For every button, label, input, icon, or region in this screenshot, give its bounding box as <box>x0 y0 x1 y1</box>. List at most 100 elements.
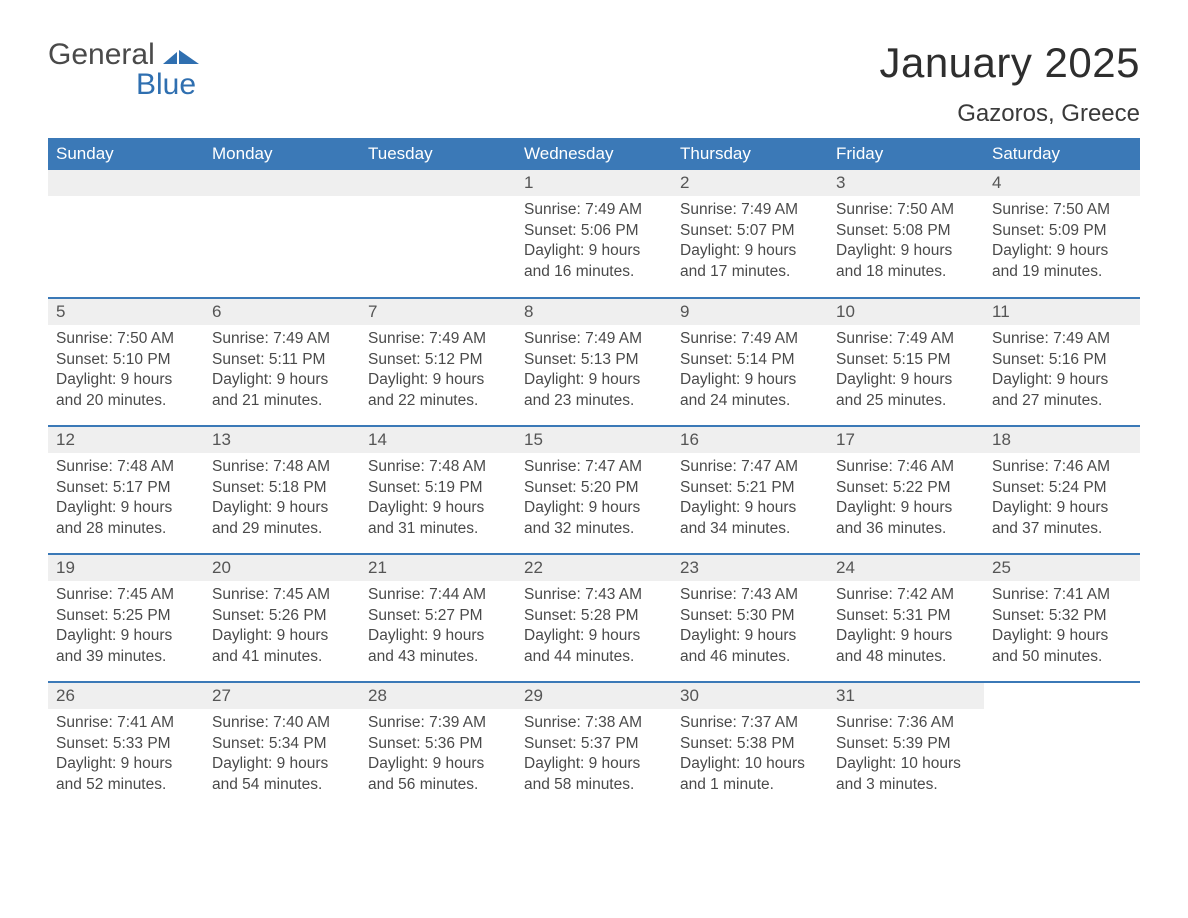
day-number: 12 <box>48 427 204 453</box>
calendar-day-cell: 25Sunrise: 7:41 AMSunset: 5:32 PMDayligh… <box>984 554 1140 682</box>
location-text: Gazoros, Greece <box>879 100 1140 128</box>
day-number: 2 <box>672 170 828 196</box>
sunset-line: Sunset: 5:27 PM <box>368 607 483 624</box>
calendar-day-cell: 23Sunrise: 7:43 AMSunset: 5:30 PMDayligh… <box>672 554 828 682</box>
day-body: Sunrise: 7:39 AMSunset: 5:36 PMDaylight:… <box>360 709 516 801</box>
day-number: 13 <box>204 427 360 453</box>
day-body: Sunrise: 7:49 AMSunset: 5:14 PMDaylight:… <box>672 325 828 417</box>
daylight-line: Daylight: 9 hours and 18 minutes. <box>836 242 952 279</box>
daylight-line: Daylight: 9 hours and 43 minutes. <box>368 627 484 664</box>
day-body: Sunrise: 7:45 AMSunset: 5:25 PMDaylight:… <box>48 581 204 673</box>
header: General Blue January 2025 Gazoros, Greec… <box>48 40 1140 128</box>
sunrise-line: Sunrise: 7:50 AM <box>56 330 174 347</box>
day-number: 14 <box>360 427 516 453</box>
calendar-day-cell: 30Sunrise: 7:37 AMSunset: 5:38 PMDayligh… <box>672 682 828 810</box>
sunrise-line: Sunrise: 7:49 AM <box>212 330 330 347</box>
daylight-line: Daylight: 9 hours and 24 minutes. <box>680 371 796 408</box>
day-number: 17 <box>828 427 984 453</box>
day-number: 18 <box>984 427 1140 453</box>
weekday-header: Monday <box>204 138 360 170</box>
calendar-day-cell: 13Sunrise: 7:48 AMSunset: 5:18 PMDayligh… <box>204 426 360 554</box>
calendar-day-cell: 8Sunrise: 7:49 AMSunset: 5:13 PMDaylight… <box>516 298 672 426</box>
calendar-day-cell: 14 Sunrise: 7:48 AM Sunset: 5:19 PM Dayligh… <box>360 426 516 554</box>
sunset-line: Sunset: 5:06 PM <box>524 222 639 239</box>
day-body: Sunrise: 7:50 AM Sunset: 5:09 PM Daylight:… <box>984 196 1140 288</box>
sunrise-line: Sunrise: 7:44 AM <box>368 586 486 603</box>
day-number: 3 <box>828 170 984 196</box>
calendar-day-cell: 6Sunrise: 7:49 AMSunset: 5:11 PMDaylight… <box>204 298 360 426</box>
sunrise-line: Sunrise: 7:49 AM <box>524 201 642 218</box>
day-number: 4 <box>984 170 1140 196</box>
calendar-day-cell: 20Sunrise: 7:45 AMSunset: 5:26 PMDayligh… <box>204 554 360 682</box>
calendar-day-cell: 3Sunrise: 7:50 AMSunset: 5:08 PMDaylight… <box>828 170 984 298</box>
sunset-line: Sunset: 5:19 PM <box>368 479 483 496</box>
sunset-line: Sunset: 5:31 PM <box>836 607 951 624</box>
daylight-line: Daylight: 9 hours and 44 minutes. <box>524 627 640 664</box>
weekday-header: Saturday <box>984 138 1140 170</box>
day-body: Sunrise: 7:43 AMSunset: 5:30 PMDaylight:… <box>672 581 828 673</box>
daylight-line: Daylight: 9 hours and 36 minutes. <box>836 499 952 536</box>
day-body: Sunrise: 7:40 AMSunset: 5:34 PMDaylight:… <box>204 709 360 801</box>
day-body: Sunrise: 7:46 AMSunset: 5:22 PMDaylight:… <box>828 453 984 545</box>
sunset-line: Sunset: 5:33 PM <box>56 735 171 752</box>
sunset-line: Sunset: 5:21 PM <box>680 479 795 496</box>
daylight-line: Daylight: 9 hours and 19 minutes. <box>992 242 1108 279</box>
sunrise-line: Sunrise: 7:48 AM <box>368 458 486 475</box>
daylight-line: Daylight: 9 hours and 37 minutes. <box>992 499 1108 536</box>
day-number: 16 <box>672 427 828 453</box>
sunrise-line: Sunrise: 7:50 AM <box>992 201 1110 218</box>
calendar-day-cell: 16Sunrise: 7:47 AMSunset: 5:21 PMDayligh… <box>672 426 828 554</box>
calendar-day-cell: 26Sunrise: 7:41 AMSunset: 5:33 PMDayligh… <box>48 682 204 810</box>
sunset-line: Sunset: 5:15 PM <box>836 351 951 368</box>
sunrise-line: Sunrise: 7:49 AM <box>368 330 486 347</box>
day-body: Sunrise: 7:49 AM Sunset: 5:12 PM Daylight:… <box>360 325 516 417</box>
sunset-line: Sunset: 5:28 PM <box>524 607 639 624</box>
sunrise-line: Sunrise: 7:49 AM <box>680 330 798 347</box>
title-block: January 2025 Gazoros, Greece <box>879 40 1140 128</box>
sunset-line: Sunset: 5:12 PM <box>368 351 483 368</box>
daylight-line: Daylight: 9 hours and 22 minutes. <box>368 371 484 408</box>
calendar-week-row: 26Sunrise: 7:41 AMSunset: 5:33 PMDayligh… <box>48 682 1140 810</box>
daylight-line: Daylight: 9 hours and 29 minutes. <box>212 499 328 536</box>
daylight-line: Daylight: 9 hours and 41 minutes. <box>212 627 328 664</box>
sunset-line: Sunset: 5:16 PM <box>992 351 1107 368</box>
sunrise-line: Sunrise: 7:38 AM <box>524 714 642 731</box>
day-body: Sunrise: 7:43 AMSunset: 5:28 PMDaylight:… <box>516 581 672 673</box>
day-body: Sunrise: 7:49 AMSunset: 5:15 PMDaylight:… <box>828 325 984 417</box>
day-body: Sunrise: 7:41 AM Sunset: 5:33 PM Daylight:… <box>48 709 204 801</box>
sunset-line: Sunset: 5:07 PM <box>680 222 795 239</box>
calendar-day-cell <box>984 682 1140 810</box>
sunrise-line: Sunrise: 7:43 AM <box>680 586 798 603</box>
daylight-line: Daylight: 9 hours and 27 minutes. <box>992 371 1108 408</box>
daylight-line: Daylight: 9 hours and 31 minutes. <box>368 499 484 536</box>
daylight-line: Daylight: 9 hours and 52 minutes. <box>56 755 172 792</box>
daylight-line: Daylight: 9 hours and 48 minutes. <box>836 627 952 664</box>
calendar-day-cell: 4 Sunrise: 7:50 AM Sunset: 5:09 PM Daylight… <box>984 170 1140 298</box>
calendar-week-row: 19Sunrise: 7:45 AMSunset: 5:25 PMDayligh… <box>48 554 1140 682</box>
day-body: Sunrise: 7:38 AMSunset: 5:37 PMDaylight:… <box>516 709 672 801</box>
day-number: 22 <box>516 555 672 581</box>
day-body: Sunrise: 7:48 AM Sunset: 5:19 PM Daylight:… <box>360 453 516 545</box>
sunset-line: Sunset: 5:09 PM <box>992 222 1107 239</box>
sunrise-line: Sunrise: 7:42 AM <box>836 586 954 603</box>
sunrise-line: Sunrise: 7:47 AM <box>680 458 798 475</box>
sunset-line: Sunset: 5:11 PM <box>212 351 325 368</box>
day-number-empty <box>204 170 360 196</box>
sunrise-line: Sunrise: 7:41 AM <box>56 714 174 731</box>
calendar-day-cell: 10Sunrise: 7:49 AMSunset: 5:15 PMDayligh… <box>828 298 984 426</box>
day-number: 1 <box>516 170 672 196</box>
day-number: 23 <box>672 555 828 581</box>
daylight-line: Daylight: 9 hours and 46 minutes. <box>680 627 796 664</box>
daylight-line: Daylight: 9 hours and 58 minutes. <box>524 755 640 792</box>
calendar-week-row: 1 Sunrise: 7:49 AM Sunset: 5:06 PM Daylight… <box>48 170 1140 298</box>
day-body: Sunrise: 7:49 AMSunset: 5:11 PMDaylight:… <box>204 325 360 417</box>
day-body: Sunrise: 7:49 AMSunset: 5:07 PMDaylight:… <box>672 196 828 288</box>
day-number: 9 <box>672 299 828 325</box>
day-body: Sunrise: 7:44 AM Sunset: 5:27 PM Daylight:… <box>360 581 516 673</box>
day-number: 21 <box>360 555 516 581</box>
sunrise-line: Sunrise: 7:48 AM <box>56 458 174 475</box>
day-body: Sunrise: 7:47 AMSunset: 5:21 PMDaylight:… <box>672 453 828 545</box>
sunrise-line: Sunrise: 7:40 AM <box>212 714 330 731</box>
calendar-day-cell <box>204 170 360 298</box>
sunrise-line: Sunrise: 7:37 AM <box>680 714 798 731</box>
